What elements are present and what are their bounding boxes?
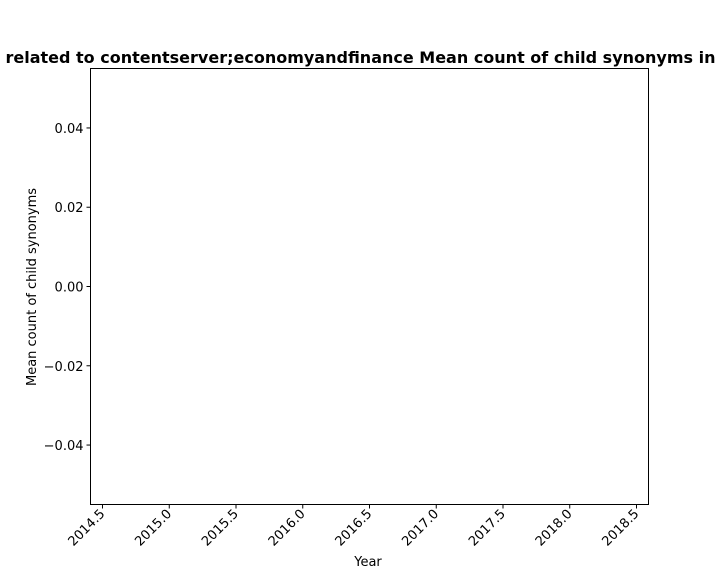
x-tick-label: 2014.5 [66, 507, 109, 550]
y-axis: 0.04 0.02 0.00 −0.02 −0.04 [44, 122, 91, 454]
x-tick-label: 2015.0 [132, 507, 175, 550]
y-tick-label: −0.04 [44, 439, 84, 454]
x-tick-label: 2017.5 [466, 507, 509, 550]
x-tick-label: 2015.5 [199, 507, 242, 550]
chart-title: related to contentserver;economyandfinan… [5, 48, 720, 67]
y-tick-label: 0.04 [55, 122, 84, 137]
x-tick-label: 2016.0 [266, 507, 309, 550]
x-tick-label: 2017.0 [399, 507, 442, 550]
y-axis-label: Mean count of child synonyms [25, 188, 40, 386]
x-tick-label: 2018.5 [600, 507, 643, 550]
plot-area [90, 68, 649, 505]
y-tick-label: 0.00 [55, 281, 84, 296]
x-axis-label: Year [353, 555, 382, 570]
x-tick-label: 2016.5 [333, 507, 376, 550]
x-tick-label: 2018.0 [533, 507, 576, 550]
y-tick-label: −0.02 [44, 360, 84, 375]
y-tick-label: 0.02 [55, 201, 84, 216]
x-axis: 2014.5 2015.0 2015.5 2016.0 2016.5 2017.0 2017… [66, 504, 643, 550]
